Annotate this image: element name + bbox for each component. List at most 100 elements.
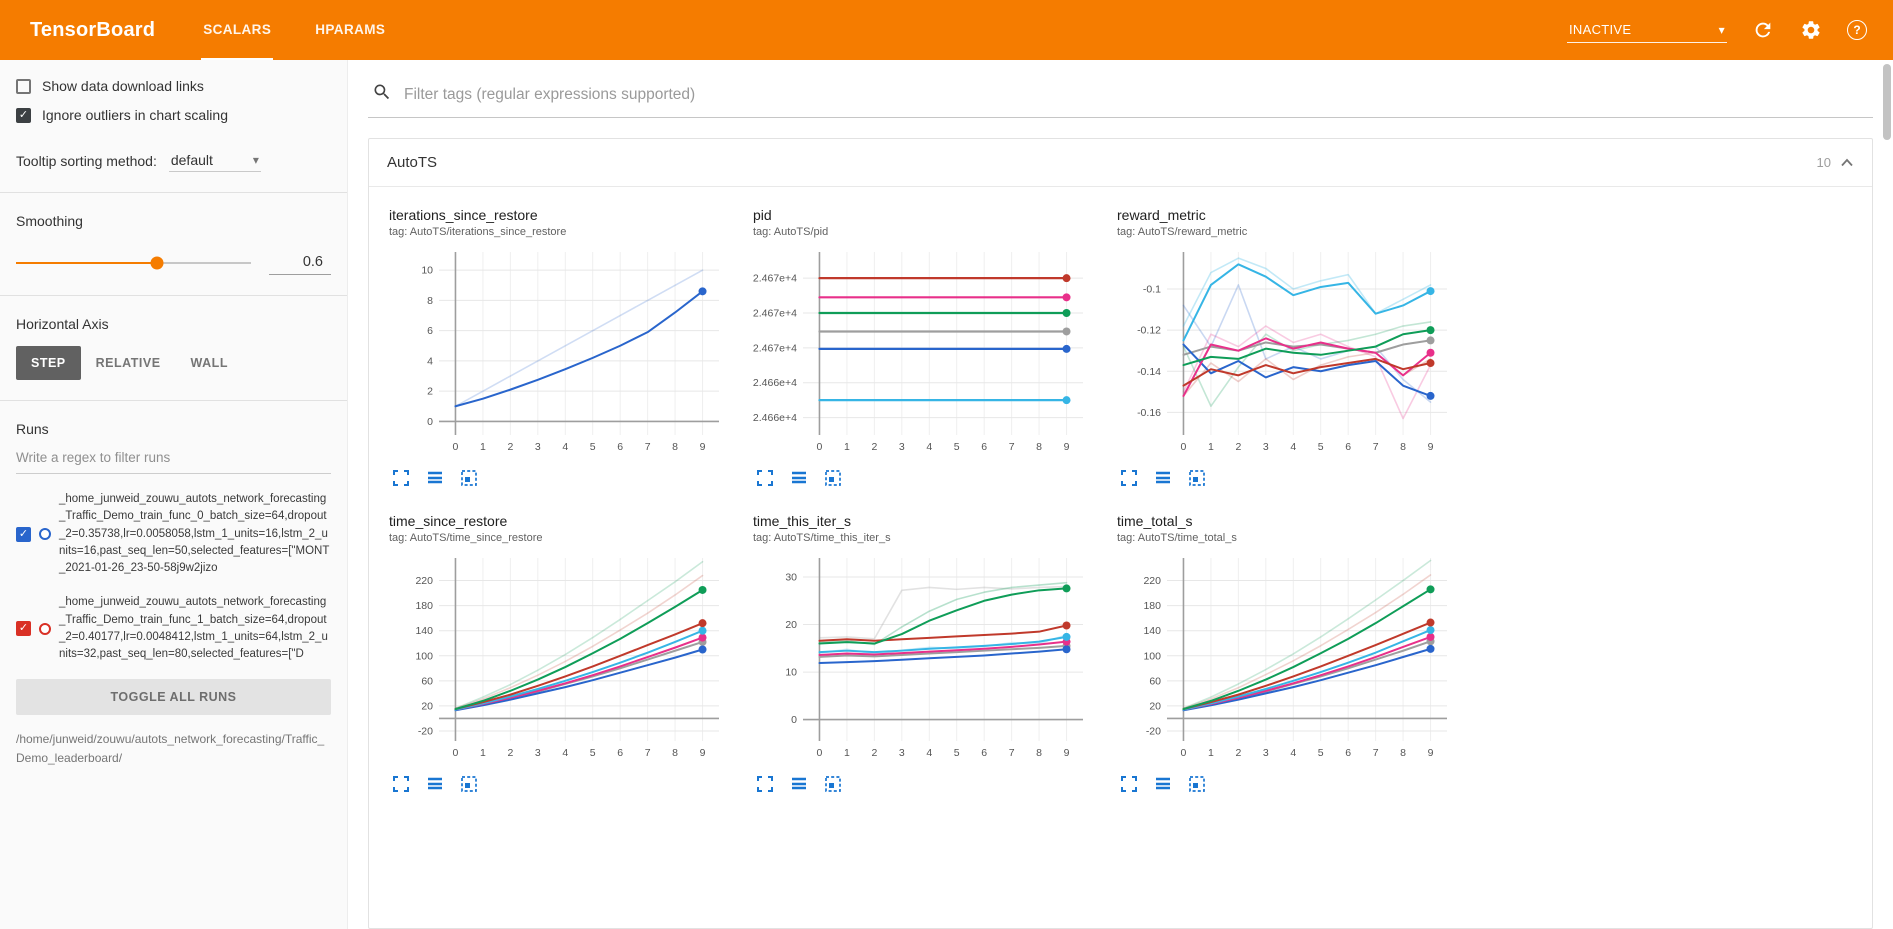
log-scale-icon[interactable] xyxy=(425,468,444,487)
header-actions: INACTIVE ▾ ? xyxy=(1567,17,1867,43)
svg-text:7: 7 xyxy=(645,441,651,453)
log-scale-icon[interactable] xyxy=(789,468,808,487)
svg-text:180: 180 xyxy=(1143,600,1161,612)
card-count-area: 10 xyxy=(1817,155,1854,170)
fit-domain-icon[interactable] xyxy=(1187,468,1206,487)
expand-chart-icon[interactable] xyxy=(755,468,774,487)
svg-text:3: 3 xyxy=(535,441,541,453)
runs-filter-input[interactable] xyxy=(16,441,331,474)
svg-text:100: 100 xyxy=(415,650,433,662)
svg-text:-0.12: -0.12 xyxy=(1137,325,1161,337)
chart-actions xyxy=(389,774,737,793)
ignore-outliers-checkbox[interactable]: ✓ xyxy=(16,107,31,123)
expand-chart-icon[interactable] xyxy=(1119,468,1138,487)
run-row[interactable]: ✓ _home_junweid_zouwu_autots_network_for… xyxy=(16,491,331,577)
svg-text:6: 6 xyxy=(1345,747,1351,759)
show-download-checkbox[interactable] xyxy=(16,78,31,94)
svg-text:5: 5 xyxy=(954,747,960,759)
log-scale-icon[interactable] xyxy=(1153,468,1172,487)
svg-text:2.467e+4: 2.467e+4 xyxy=(753,273,797,285)
svg-text:60: 60 xyxy=(421,675,433,687)
svg-text:8: 8 xyxy=(1036,441,1042,453)
svg-text:7: 7 xyxy=(1373,747,1379,759)
chart-plot: 0 10 20 30 0 1 2 3 4 5 6 7 8 9 xyxy=(785,558,1083,759)
expand-chart-icon[interactable] xyxy=(1119,774,1138,793)
svg-text:9: 9 xyxy=(1428,441,1434,453)
main-content: AutoTS 10 iterations_since_restore tag: … xyxy=(348,60,1893,929)
app-header: TensorBoard SCALARS HPARAMS INACTIVE ▾ ? xyxy=(0,0,1893,60)
svg-text:-0.14: -0.14 xyxy=(1137,366,1161,378)
refresh-icon[interactable] xyxy=(1751,18,1775,42)
divider xyxy=(0,192,347,193)
ignore-outliers-row[interactable]: ✓ Ignore outliers in chart scaling xyxy=(16,107,331,123)
tooltip-sorting-select[interactable]: default ▾ xyxy=(168,149,261,172)
log-scale-icon[interactable] xyxy=(1153,774,1172,793)
chart-card: reward_metric tag: AutoTS/reward_metric … xyxy=(1111,207,1475,487)
svg-text:3: 3 xyxy=(899,747,905,759)
toggle-all-runs-button[interactable]: TOGGLE ALL RUNS xyxy=(16,679,331,716)
search-icon xyxy=(372,82,392,107)
expand-chart-icon[interactable] xyxy=(391,468,410,487)
chart-actions xyxy=(1117,774,1465,793)
svg-text:0: 0 xyxy=(1181,441,1187,453)
svg-text:1: 1 xyxy=(844,747,850,759)
chart-tag: tag: AutoTS/time_this_iter_s xyxy=(753,532,891,544)
ignore-outliers-label: Ignore outliers in chart scaling xyxy=(42,107,228,123)
svg-text:30: 30 xyxy=(785,572,797,584)
svg-text:5: 5 xyxy=(590,441,596,453)
tag-filter-row xyxy=(368,78,1873,118)
autots-card-header[interactable]: AutoTS 10 xyxy=(369,139,1872,187)
svg-text:0: 0 xyxy=(453,441,459,453)
svg-text:20: 20 xyxy=(785,619,797,631)
expand-chart-icon[interactable] xyxy=(391,774,410,793)
divider xyxy=(0,295,347,296)
slider-thumb[interactable] xyxy=(150,256,164,270)
run-checkbox[interactable]: ✓ xyxy=(16,526,31,542)
svg-text:5: 5 xyxy=(1318,441,1324,453)
log-scale-icon[interactable] xyxy=(789,774,808,793)
run-row[interactable]: ✓ _home_junweid_zouwu_autots_network_for… xyxy=(16,594,331,663)
svg-text:8: 8 xyxy=(1036,747,1042,759)
expand-chart-icon[interactable] xyxy=(755,774,774,793)
fit-domain-icon[interactable] xyxy=(459,468,478,487)
svg-text:0: 0 xyxy=(453,747,459,759)
svg-text:6: 6 xyxy=(617,441,623,453)
fit-domain-icon[interactable] xyxy=(1187,774,1206,793)
axis-relative-button[interactable]: RELATIVE xyxy=(95,356,161,370)
svg-text:8: 8 xyxy=(1400,747,1406,759)
chart-plot: -0.1 -0.12 -0.14 -0.16 0 1 2 3 4 5 6 7 8 9 xyxy=(1137,252,1447,453)
tooltip-sorting-label: Tooltip sorting method: xyxy=(16,152,157,169)
show-download-row[interactable]: Show data download links xyxy=(16,78,331,94)
axis-step-button[interactable]: STEP xyxy=(16,346,81,380)
svg-text:-0.1: -0.1 xyxy=(1143,284,1161,296)
smoothing-slider[interactable] xyxy=(16,256,251,270)
fit-domain-icon[interactable] xyxy=(823,774,842,793)
status-dropdown[interactable]: INACTIVE ▾ xyxy=(1567,17,1727,43)
log-scale-icon[interactable] xyxy=(425,774,444,793)
tab-scalars[interactable]: SCALARS xyxy=(201,0,274,60)
svg-text:100: 100 xyxy=(1143,650,1161,662)
svg-text:2: 2 xyxy=(427,386,433,398)
settings-gear-icon[interactable] xyxy=(1799,18,1823,42)
chevron-down-icon: ▾ xyxy=(1718,22,1725,37)
content-layout: Show data download links ✓ Ignore outlie… xyxy=(0,60,1893,929)
help-icon[interactable]: ? xyxy=(1847,20,1867,40)
svg-text:10: 10 xyxy=(421,265,433,277)
svg-text:2.467e+4: 2.467e+4 xyxy=(753,342,797,354)
svg-text:2: 2 xyxy=(1235,747,1241,759)
svg-text:2.467e+4: 2.467e+4 xyxy=(753,308,797,320)
svg-text:2.466e+4: 2.466e+4 xyxy=(753,412,797,424)
horizontal-axis-label: Horizontal Axis xyxy=(16,316,109,332)
collapse-chevron-icon[interactable] xyxy=(1840,155,1854,170)
tag-filter-input[interactable] xyxy=(404,85,1869,104)
run-checkbox[interactable]: ✓ xyxy=(16,621,31,637)
run-radio[interactable] xyxy=(39,528,51,541)
svg-text:0: 0 xyxy=(1181,747,1187,759)
tab-hparams[interactable]: HPARAMS xyxy=(315,21,386,37)
axis-wall-button[interactable]: WALL xyxy=(190,356,228,370)
fit-domain-icon[interactable] xyxy=(459,774,478,793)
fit-domain-icon[interactable] xyxy=(823,468,842,487)
run-radio[interactable] xyxy=(39,622,51,635)
scrollbar[interactable] xyxy=(1883,64,1891,140)
smoothing-value[interactable]: 0.6 xyxy=(269,251,331,275)
